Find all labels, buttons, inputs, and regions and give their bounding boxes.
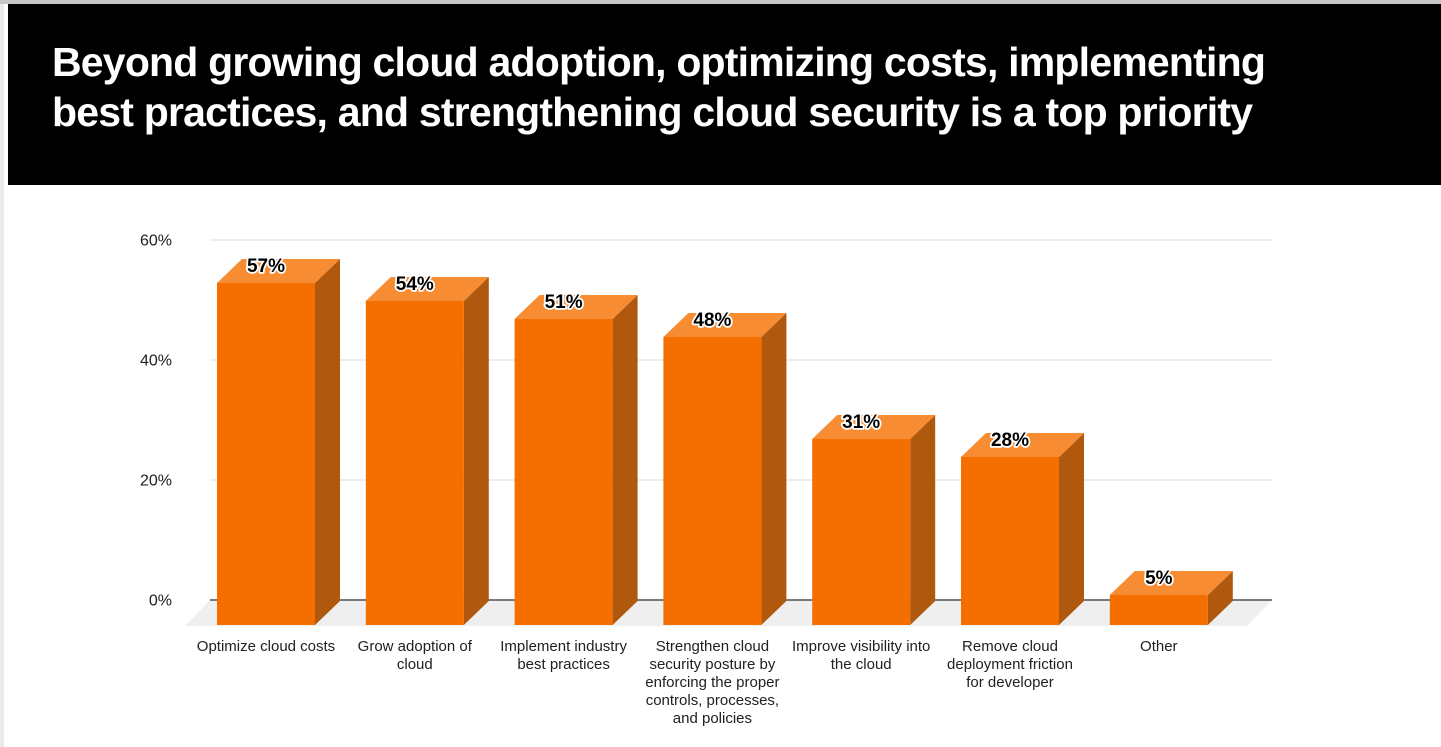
bar-front-face [1109,595,1208,625]
y-tick-label-20%: 20% [140,473,172,490]
bar-side-face [315,259,340,625]
bar-top-face [961,433,1084,457]
category-label-4: Strengthen cloud security posture by enfor… [645,638,779,727]
category-label-2: Grow adoption of cloud [358,638,473,673]
bar-value-label: 28% [991,430,1029,451]
bar-value-label: 48% [693,310,731,331]
bar-value-label: 54% [396,274,434,295]
page-title-line-1: Beyond growing cloud adoption, optimizin… [52,39,1266,85]
bar-value-label: 5% [1145,568,1173,589]
bar-6: 28% [961,428,1084,625]
bar-side-face [463,277,489,625]
y-tick-label-60%: 60% [140,233,172,250]
bar-front-face [217,283,315,625]
y-tick-label-40%: 40% [140,353,172,370]
bar-value-label: 31% [842,412,880,433]
title-banner: Beyond growing cloud adoption, optimizin… [8,4,1441,185]
bar-top-face [663,313,787,337]
bar-2: 54% [365,272,489,625]
bar-side-face [761,313,787,625]
bar-front-face [514,319,613,625]
bar-top-face [514,295,638,319]
window-top-edge [0,0,1441,4]
bar-value-label: 51% [545,292,583,313]
bar-value-label: 57% [247,256,285,277]
bar-top-face [217,259,340,283]
category-label-1: Optimize cloud costs [197,638,335,655]
y-tick-label-0%: 0% [149,593,172,610]
bar-front-face [365,301,464,625]
bar-top-face [812,415,936,439]
bar-3: 51% [514,290,638,625]
bar-top-face [1109,571,1233,595]
bar-side-face [612,295,638,625]
bar-top-face [365,277,489,301]
window-left-edge [0,4,4,747]
category-label-3: Implement industry best practices [500,638,627,673]
page-title-line-2: best practices, and strengthening cloud … [52,89,1253,135]
bar-side-face [1059,433,1084,625]
bar-1: 57% [217,254,340,625]
bar-7: 5% [1109,566,1233,625]
bar-5: 31% [812,410,936,625]
category-label-7: Other [1140,638,1178,655]
bar-4: 48% [663,308,787,625]
bar-side-face [910,415,936,625]
category-label-6: Remove cloud deployment friction for devel… [947,638,1073,691]
page-title: Beyond growing cloud adoption, optimizin… [52,37,1421,137]
bar-front-face [812,439,911,625]
bar-front-face [961,457,1059,625]
bar-front-face [663,337,762,625]
bar-side-face [1207,571,1233,625]
category-label-5: Improve visibility into the cloud [792,638,930,673]
